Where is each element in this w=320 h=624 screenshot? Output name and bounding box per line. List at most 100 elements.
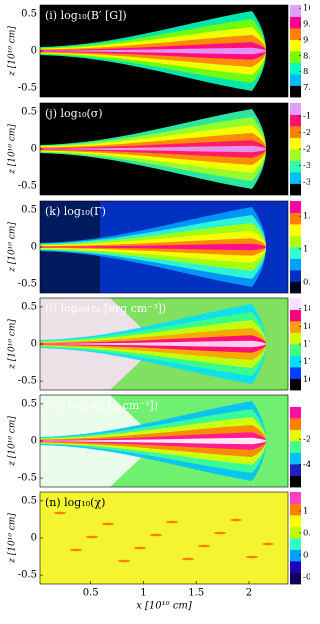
y-tick-label: 0 bbox=[31, 533, 37, 544]
colorbar-stripe bbox=[290, 39, 301, 52]
panel-title: (i) log₁₀(B′ [G]) bbox=[45, 9, 127, 22]
y-axis-label: z [10¹⁰ cm] bbox=[8, 319, 18, 370]
jet-layer bbox=[40, 47, 266, 55]
colorbar-stripe bbox=[290, 332, 301, 345]
y-tick-label: 0 bbox=[31, 436, 37, 447]
colorbar-tick-label: -2.5 bbox=[303, 145, 310, 155]
colorbar-stripe bbox=[290, 258, 301, 271]
colorbar-tick-label: 0.5 bbox=[303, 528, 310, 538]
filament bbox=[102, 522, 114, 526]
colorbar-tick-label: 9.5 bbox=[303, 20, 310, 30]
colorbar-stripe bbox=[290, 5, 301, 17]
colorbar-stripe bbox=[290, 235, 301, 248]
colorbar-stripe bbox=[290, 28, 301, 40]
y-axis-label: z [10¹⁰ cm] bbox=[8, 222, 18, 273]
y-tick-label: -0.5 bbox=[18, 279, 37, 290]
colorbar-stripe bbox=[290, 62, 301, 75]
jet-layer bbox=[40, 243, 266, 251]
colorbar bbox=[290, 103, 301, 196]
colorbar-tick-label: 1 bbox=[303, 244, 308, 254]
colorbar-stripe bbox=[290, 183, 301, 196]
colorbar-stripe bbox=[290, 201, 301, 213]
y-tick-label: 0 bbox=[31, 339, 37, 350]
colorbar-tick-label: 16.5 bbox=[303, 375, 310, 385]
y-tick-label: 0.5 bbox=[21, 301, 37, 312]
colorbar bbox=[290, 201, 301, 294]
panel-title: (l) log₁₀(εₖ [erg cm⁻³]) bbox=[45, 302, 166, 315]
panel-title: (m) log₁₀(ρ [g cm⁻³]) bbox=[45, 399, 158, 412]
y-axis-label: z [10¹⁰ cm] bbox=[8, 513, 18, 564]
y-tick-label: 0.5 bbox=[21, 106, 37, 117]
image bbox=[40, 395, 288, 487]
colorbar-stripe bbox=[290, 126, 301, 138]
image bbox=[40, 201, 288, 293]
colorbar-stripe bbox=[290, 503, 301, 516]
colorbar-stripe bbox=[290, 51, 301, 63]
colorbar-stripe bbox=[290, 172, 301, 184]
colorbar-stripe bbox=[290, 270, 301, 282]
colorbar-stripe bbox=[290, 137, 301, 150]
colorbar bbox=[290, 5, 301, 98]
colorbar-stripe bbox=[290, 441, 301, 453]
colorbar-stripe bbox=[290, 149, 301, 161]
colorbar-stripe bbox=[290, 492, 301, 504]
panel-title: (k) log₁₀(Γ) bbox=[45, 205, 106, 218]
colorbar-tick-label: 9 bbox=[303, 35, 308, 45]
colorbar-tick-label: 1.5 bbox=[303, 212, 310, 222]
x-tick-label: 2 bbox=[246, 588, 252, 599]
y-axis-label: z [10¹⁰ cm] bbox=[8, 26, 18, 77]
y-tick-label: 0.5 bbox=[21, 204, 37, 215]
filament bbox=[86, 535, 98, 539]
colorbar-tick-label: -3 bbox=[303, 161, 310, 171]
colorbar-stripe bbox=[290, 281, 301, 294]
colorbar-stripe bbox=[290, 549, 301, 562]
colorbar-tick-label: 18.5 bbox=[303, 304, 310, 314]
colorbar-tick-label: 1 bbox=[303, 506, 308, 516]
colorbar-stripe bbox=[290, 74, 301, 86]
filament bbox=[230, 518, 242, 522]
filament bbox=[262, 542, 274, 546]
x-tick-label: 1 bbox=[140, 588, 146, 599]
colorbar-stripe bbox=[290, 321, 301, 333]
colorbar-stripe bbox=[290, 103, 301, 115]
colorbar-stripe bbox=[290, 298, 301, 310]
colorbar-tick-label: 17.5 bbox=[303, 340, 310, 350]
colorbar-tick-label: 17 bbox=[303, 357, 310, 367]
image bbox=[40, 298, 288, 390]
panel-title: (j) log₁₀(σ) bbox=[45, 107, 103, 120]
filament bbox=[70, 548, 82, 552]
colorbar-tick-label: 7.5 bbox=[303, 83, 310, 93]
colorbar-tick-label: 0.5 bbox=[303, 277, 310, 287]
colorbar-stripe bbox=[290, 418, 301, 430]
colorbar-stripe bbox=[290, 212, 301, 225]
y-tick-label: 0.5 bbox=[21, 8, 37, 19]
colorbar-tick-label: 8.5 bbox=[303, 51, 310, 61]
colorbar-stripe bbox=[290, 395, 301, 407]
x-tick-label: 0.5 bbox=[83, 588, 99, 599]
jet-layer bbox=[40, 340, 266, 348]
colorbar-stripe bbox=[290, 378, 301, 391]
filament bbox=[54, 511, 66, 515]
colorbar-tick-label: -0.5 bbox=[303, 572, 310, 582]
filament bbox=[214, 531, 226, 535]
jet-layer bbox=[40, 145, 266, 153]
colorbar-stripe bbox=[290, 355, 301, 368]
image bbox=[40, 103, 288, 195]
colorbar-stripe bbox=[290, 572, 301, 585]
y-tick-label: 0.5 bbox=[21, 495, 37, 506]
colorbar-stripe bbox=[290, 452, 301, 465]
image bbox=[40, 5, 288, 97]
panel-title: (n) log₁₀(χ) bbox=[45, 496, 105, 509]
colorbar-stripe bbox=[290, 114, 301, 127]
filament bbox=[150, 533, 162, 537]
colorbar-tick-label: -1.5 bbox=[303, 112, 310, 122]
colorbar-stripe bbox=[290, 475, 301, 488]
colorbar-stripe bbox=[290, 344, 301, 356]
filament bbox=[182, 557, 194, 561]
colorbar-stripe bbox=[290, 224, 301, 236]
colorbar-stripe bbox=[290, 85, 301, 98]
colorbar-tick-label: -4 bbox=[303, 460, 310, 470]
filament bbox=[246, 555, 258, 559]
y-tick-label: -0.5 bbox=[18, 376, 37, 387]
x-tick-label: 1.5 bbox=[188, 588, 204, 599]
